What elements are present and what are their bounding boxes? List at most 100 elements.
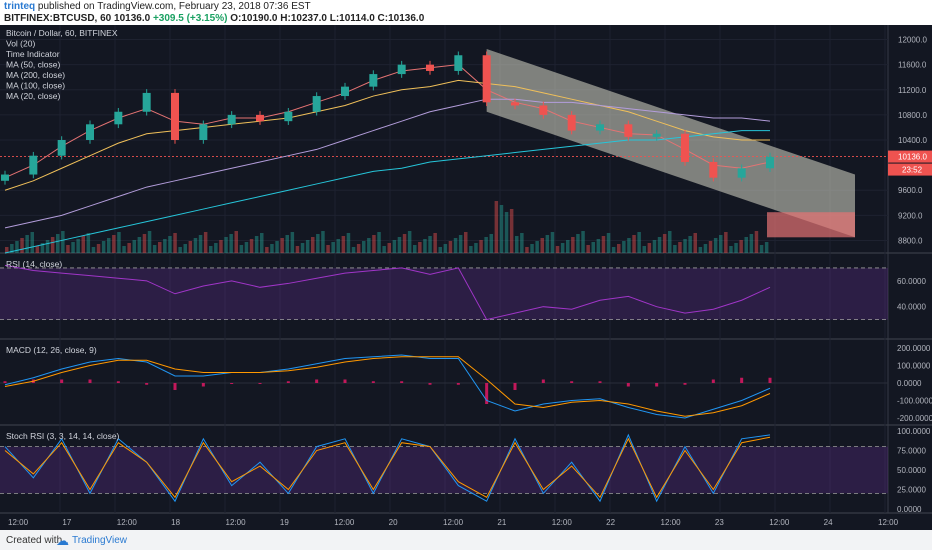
tradingview-brand[interactable]: TradingView <box>72 535 128 546</box>
volume-bar <box>458 235 463 253</box>
time-axis-label: 21 <box>497 518 506 527</box>
volume-bar <box>759 245 764 253</box>
tradingview-logo-icon: ☁ <box>56 533 69 548</box>
ma200-line <box>4 130 770 254</box>
countdown-tag <box>888 163 932 176</box>
volume-bar <box>209 246 213 253</box>
macd-histogram-bar <box>456 383 460 385</box>
stoch-axis-label: 25.0000 <box>897 486 926 495</box>
symbol-line: BITFINEX:BTCUSD, 60 10136.0 +309.5 (+3.1… <box>4 13 424 24</box>
target-box <box>767 212 855 238</box>
volume-bar <box>647 243 652 253</box>
volume-bar <box>428 236 432 253</box>
volume-bar <box>260 233 264 253</box>
volume-bar <box>423 239 427 253</box>
volume-bar <box>474 243 478 253</box>
volume-bar <box>10 244 14 253</box>
macd-histogram-bar <box>88 379 92 383</box>
macd-axis-label: 100.0000 <box>897 362 931 371</box>
volume-bar <box>693 233 697 253</box>
volume-bar <box>300 243 305 253</box>
time-axis-label: 12:00 <box>226 518 247 527</box>
volume-bar <box>520 233 524 253</box>
macd-histogram-bar <box>570 381 574 383</box>
stoch-axis-label: 50.0000 <box>897 466 926 475</box>
volume-bar <box>351 247 356 253</box>
time-axis-label: 17 <box>62 518 71 527</box>
rsi-line <box>4 264 771 321</box>
macd-histogram-bar <box>3 381 7 383</box>
volume-bar <box>617 244 621 253</box>
volume-bar <box>739 240 743 253</box>
volume-bar <box>331 242 335 253</box>
volume-bar <box>142 234 147 253</box>
volume-bar <box>438 247 442 253</box>
legend-entry: MA (100, close) <box>6 81 65 91</box>
price-axis-label: 10400.0 <box>898 136 927 145</box>
legend-entry: Vol (20) <box>6 39 35 49</box>
candle-body <box>709 161 718 178</box>
price-axis-label: 9600.0 <box>898 186 923 195</box>
macd-histogram-bar <box>626 383 630 387</box>
stoch-axis-label: 0.0000 <box>897 505 922 514</box>
author-name[interactable]: trinteq <box>4 1 36 12</box>
volume-bar <box>683 239 687 253</box>
volume-bar <box>382 246 386 253</box>
rsi-axis-label: 60.0000 <box>897 277 926 286</box>
price-axis-label: 9200.0 <box>898 211 923 220</box>
volume-bar <box>581 231 585 253</box>
candle-body <box>511 102 519 106</box>
macd-histogram-bar <box>286 381 290 383</box>
macd-histogram-bar <box>598 381 602 383</box>
time-axis-label: 12:00 <box>769 518 790 527</box>
volume-bar <box>453 238 458 253</box>
macd-histogram-bar <box>400 381 404 383</box>
legend-entry: Time Indicator <box>6 49 60 59</box>
time-axis-label: 12:00 <box>8 518 29 527</box>
volume-bar <box>321 231 325 253</box>
candle-body <box>652 133 661 137</box>
time-axis-label: 19 <box>280 518 289 527</box>
ohlc-values: O:10190.0 H:10237.0 L:10114.0 C:10136.0 <box>230 13 425 24</box>
candle-body <box>539 105 548 115</box>
volume-bar <box>550 232 555 253</box>
volume-bar <box>484 237 488 253</box>
volume-bar <box>265 247 269 253</box>
volume-bar <box>117 232 121 253</box>
volume-bar <box>377 232 381 253</box>
macd-histogram-bar <box>173 383 177 390</box>
volume-bar <box>198 235 203 253</box>
volume-bar <box>489 234 493 253</box>
volume-bar <box>678 242 682 253</box>
volume-bar <box>413 245 417 253</box>
chart-area[interactable]: 12000.0 11600.0 11200.0 10800.0 10400.0 9600.… <box>0 25 932 530</box>
volume-bar <box>708 241 713 253</box>
chart-svg[interactable]: 12000.0 11600.0 11200.0 10800.0 10400.0 9600.… <box>0 25 932 530</box>
time-axis-label: 12:00 <box>878 518 899 527</box>
volume-bar <box>249 239 254 253</box>
volume-bar <box>20 238 24 253</box>
volume-bar <box>346 233 351 253</box>
macd-axis-label: 200.0000 <box>897 344 931 353</box>
rsi-axis-label: 40.0000 <box>897 303 926 312</box>
volume-bar <box>729 246 733 253</box>
volume-bar <box>147 231 152 253</box>
time-axis-label: 23 <box>715 518 724 527</box>
volume-bar <box>234 231 238 253</box>
volume-bar <box>764 242 769 253</box>
volume-bar <box>601 236 606 253</box>
macd-histogram-bar <box>145 383 149 385</box>
volume-bar <box>61 231 65 253</box>
volume-bar <box>356 244 361 253</box>
volume-bar <box>591 242 595 253</box>
macd-axis-label: -100.0000 <box>897 397 932 406</box>
volume-bar <box>81 236 85 253</box>
volume-bar <box>642 246 646 253</box>
volume-bar <box>326 245 330 253</box>
ma50-line <box>4 79 770 191</box>
volume-bar <box>86 233 91 253</box>
volume-bar <box>545 235 550 253</box>
time-axis-label: 12:00 <box>443 518 464 527</box>
volume-bar <box>15 241 19 253</box>
